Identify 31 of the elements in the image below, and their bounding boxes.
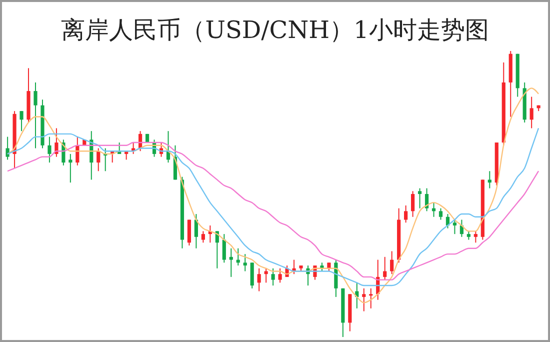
candlestick: [530, 96, 534, 129]
candlestick: [474, 230, 478, 244]
candlestick: [383, 256, 387, 280]
candlestick: [488, 170, 492, 189]
candlestick: [390, 250, 394, 275]
candlestick: [20, 110, 24, 132]
candlestick: [6, 136, 10, 160]
candlestick: [34, 82, 38, 149]
candlestick: [438, 208, 443, 220]
candlestick: [257, 268, 261, 292]
chart-title: 离岸人民币（USD/CNH）1小时走势图: [60, 15, 490, 46]
candlestick: [250, 262, 254, 289]
candlestick: [271, 268, 275, 286]
candlestick: [222, 234, 226, 264]
candlestick: [68, 153, 72, 184]
candlestick: [243, 254, 247, 272]
candlestick: [201, 230, 205, 244]
candlestick: [362, 288, 366, 312]
candlestick: [410, 190, 415, 218]
candlestick: [278, 268, 282, 284]
candlestick: [54, 128, 58, 158]
candlestick: [404, 204, 408, 224]
candlestick: [369, 288, 373, 309]
candlestick: [264, 268, 268, 284]
candlestick: [452, 219, 457, 235]
candlestick: [418, 188, 422, 209]
candlestick: [194, 214, 198, 249]
candlestick: [187, 219, 192, 246]
candlestick: [229, 248, 233, 278]
candlestick: [48, 136, 52, 164]
candlestick: [96, 148, 100, 172]
